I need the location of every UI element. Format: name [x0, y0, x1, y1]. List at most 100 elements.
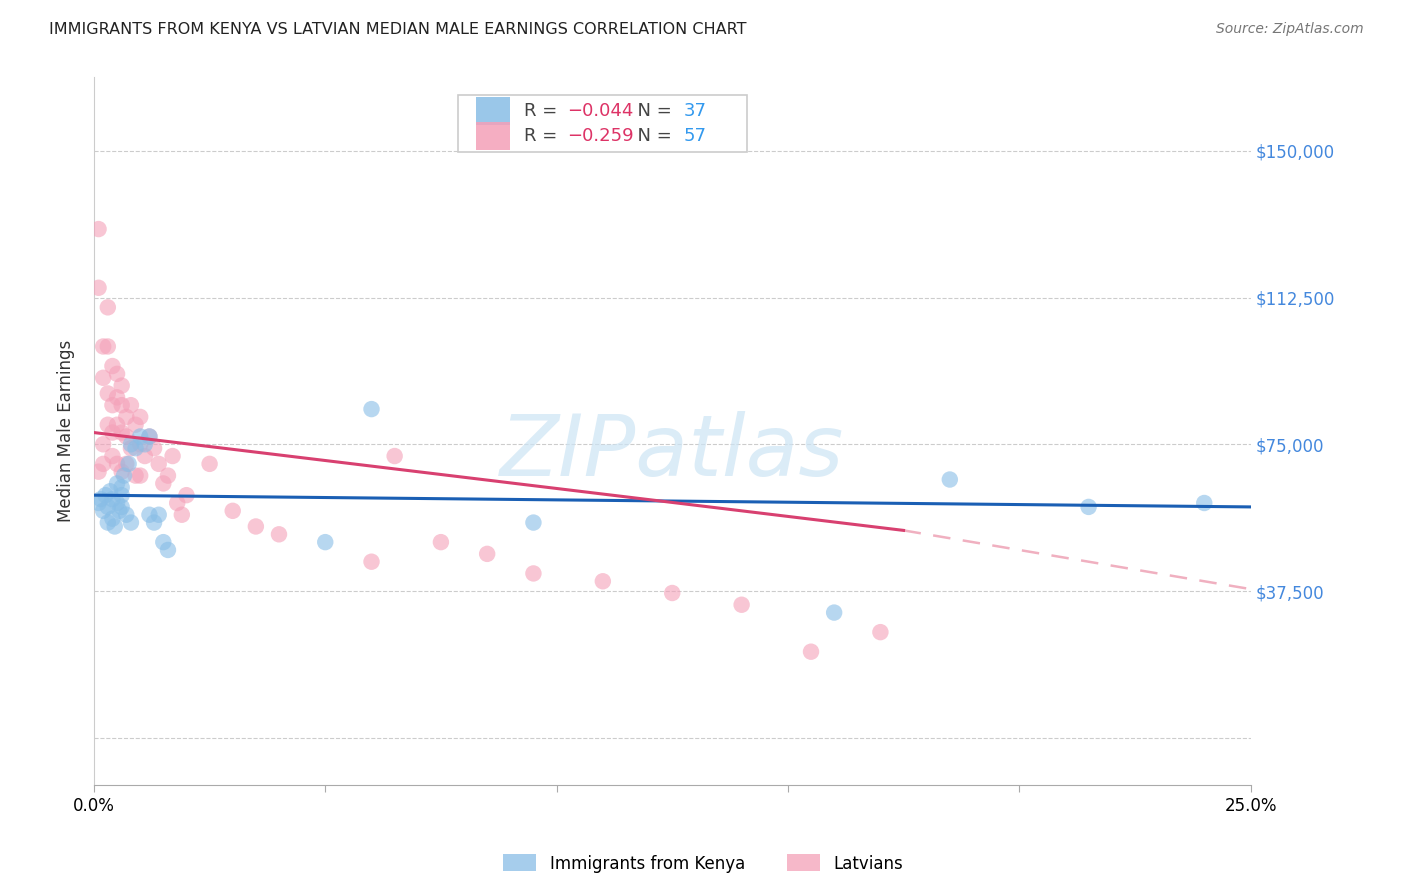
Point	[148, 457, 170, 471]
Point	[120, 398, 142, 412]
Point	[143, 441, 166, 455]
Point	[87, 496, 110, 510]
Text: Source: ZipAtlas.com: Source: ZipAtlas.com	[1216, 22, 1364, 37]
Point	[138, 429, 160, 443]
Point	[129, 437, 152, 451]
Point	[522, 516, 544, 530]
Point	[152, 476, 174, 491]
Point	[105, 457, 128, 471]
Point	[104, 519, 127, 533]
Point	[267, 527, 290, 541]
Point	[129, 429, 152, 443]
Point	[730, 598, 752, 612]
Text: R =: R =	[524, 102, 564, 120]
Point	[162, 449, 184, 463]
Point	[152, 535, 174, 549]
Text: 57: 57	[683, 128, 707, 145]
Text: N =: N =	[626, 128, 678, 145]
Text: ZIPatlas: ZIPatlas	[501, 411, 845, 494]
Point	[115, 409, 138, 424]
Point	[115, 508, 138, 522]
Y-axis label: Median Male Earnings: Median Male Earnings	[58, 340, 75, 522]
Point	[156, 468, 179, 483]
Point	[97, 500, 120, 514]
Point	[91, 437, 114, 451]
Point	[97, 516, 120, 530]
Point	[166, 496, 188, 510]
Point	[384, 449, 406, 463]
Point	[111, 398, 134, 412]
Point	[94, 488, 117, 502]
Point	[97, 301, 120, 315]
Point	[198, 457, 221, 471]
Point	[101, 449, 124, 463]
Point	[939, 473, 962, 487]
Point	[475, 547, 498, 561]
Point	[111, 425, 134, 440]
Point	[105, 417, 128, 432]
Text: IMMIGRANTS FROM KENYA VS LATVIAN MEDIAN MALE EARNINGS CORRELATION CHART: IMMIGRANTS FROM KENYA VS LATVIAN MEDIAN …	[49, 22, 747, 37]
Point	[129, 468, 152, 483]
Point	[105, 476, 128, 491]
Text: R =: R =	[524, 128, 564, 145]
Point	[97, 417, 120, 432]
Point	[101, 425, 124, 440]
Point	[105, 367, 128, 381]
Point	[1194, 496, 1216, 510]
Point	[111, 488, 134, 502]
Point	[98, 484, 121, 499]
Point	[138, 429, 160, 443]
Point	[87, 222, 110, 236]
Point	[105, 496, 128, 510]
Point	[101, 492, 124, 507]
Text: 37: 37	[683, 102, 707, 120]
Point	[91, 371, 114, 385]
Point	[1077, 500, 1099, 514]
Point	[124, 417, 146, 432]
Point	[97, 386, 120, 401]
Point	[143, 516, 166, 530]
Point	[360, 402, 382, 417]
Point	[869, 625, 891, 640]
Point	[111, 480, 134, 494]
Point	[115, 429, 138, 443]
Point	[120, 437, 142, 451]
FancyBboxPatch shape	[475, 96, 510, 125]
Point	[101, 511, 124, 525]
Point	[108, 504, 131, 518]
Point	[120, 516, 142, 530]
Point	[156, 543, 179, 558]
Point	[111, 465, 134, 479]
Point	[592, 574, 614, 589]
Point	[245, 519, 267, 533]
Point	[522, 566, 544, 581]
Point	[360, 555, 382, 569]
Point	[661, 586, 683, 600]
Point	[105, 390, 128, 404]
Point	[138, 508, 160, 522]
Point	[170, 508, 193, 522]
Point	[430, 535, 453, 549]
Point	[112, 468, 135, 483]
Point	[101, 398, 124, 412]
Legend: Immigrants from Kenya, Latvians: Immigrants from Kenya, Latvians	[496, 847, 910, 880]
FancyBboxPatch shape	[475, 122, 510, 150]
Point	[134, 437, 156, 451]
Point	[222, 504, 245, 518]
Point	[120, 441, 142, 455]
Point	[124, 468, 146, 483]
Point	[314, 535, 336, 549]
Point	[800, 645, 823, 659]
Point	[90, 492, 112, 507]
Text: −0.044: −0.044	[567, 102, 633, 120]
FancyBboxPatch shape	[458, 95, 748, 152]
Point	[148, 508, 170, 522]
Point	[134, 449, 156, 463]
Text: N =: N =	[626, 102, 678, 120]
Point	[91, 457, 114, 471]
Point	[176, 488, 198, 502]
Text: −0.259: −0.259	[567, 128, 634, 145]
Point	[111, 378, 134, 392]
Point	[87, 465, 110, 479]
Point	[117, 457, 139, 471]
